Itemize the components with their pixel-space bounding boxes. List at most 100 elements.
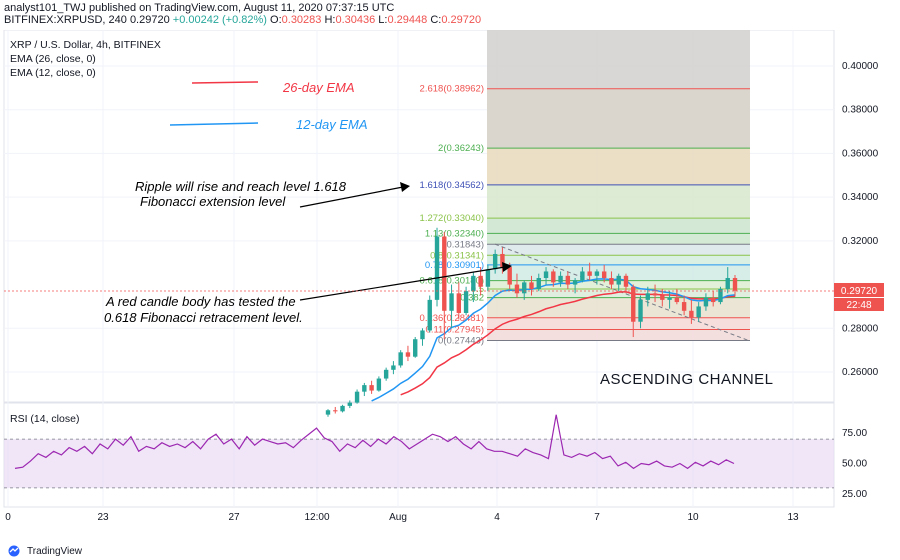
candle-body-26 — [514, 284, 520, 294]
rsi-indicator — [4, 414, 834, 489]
red-annotation-line1: A red candle body has tested the — [105, 294, 296, 309]
symbol-label: BITFINEX:XRPUSD, 240 — [4, 14, 127, 26]
tradingview-brand[interactable]: TradingView — [6, 545, 82, 557]
time-tick-8: 13 — [787, 512, 799, 523]
brand-name: TradingView — [27, 545, 83, 557]
candle-body-34 — [572, 280, 578, 285]
candle-body-48 — [674, 297, 680, 303]
candle-body-33 — [565, 275, 571, 285]
last-price: 0.29720 — [129, 14, 170, 26]
fib-label-9: 0.5 — [471, 284, 484, 295]
candle-body-28 — [529, 282, 534, 289]
red-arrow — [299, 266, 506, 301]
candle-body-27 — [522, 282, 527, 294]
fib-zone-9 — [487, 288, 750, 298]
time-tick-1: 23 — [97, 512, 109, 523]
candle-body-11 — [405, 352, 411, 357]
candle-body-22 — [485, 269, 491, 287]
fib-zone-0 — [487, 88, 750, 149]
candle-body-49 — [681, 302, 687, 311]
candle-body-10 — [398, 352, 403, 366]
candle-body-37 — [594, 271, 600, 276]
candle-body-16 — [442, 236, 447, 311]
candle-body-42 — [631, 286, 636, 322]
ema12-sample-line — [169, 122, 259, 126]
candle-body-4 — [354, 391, 360, 403]
price-tick-3: 0.34000 — [842, 192, 879, 203]
price-chart[interactable]: 2.618(0.38962) 2(0.36243) 1.618(0.34562) 1.… — [0, 30, 900, 530]
candle-body-7 — [376, 378, 382, 391]
chart-title: XRP / U.S. Dollar, 4h, BITFINEX — [10, 39, 161, 51]
candle-body-41 — [623, 275, 629, 287]
candle-body-43 — [638, 299, 643, 322]
fib-zone-6 — [487, 255, 750, 265]
rsi-legend: RSI (14, close) — [10, 413, 79, 425]
open-label: O: — [270, 14, 282, 26]
price-tick-5: 0.28000 — [842, 323, 879, 334]
rsi-tick-0: 75.00 — [842, 428, 867, 439]
time-tick-3: 12:00 — [304, 512, 329, 523]
candle-body-52 — [703, 297, 709, 307]
fib-label-4: 1.13(0.32340) — [425, 228, 484, 239]
candle-body-5 — [362, 385, 367, 392]
candle-body-19 — [463, 291, 469, 313]
candle-body-23 — [492, 253, 498, 270]
candle-body-47 — [667, 297, 672, 300]
candle-body-21 — [478, 275, 483, 287]
candle-body-30 — [543, 271, 549, 279]
candle-body-36 — [587, 271, 592, 276]
fib-zone-11 — [487, 317, 750, 330]
candle-body-50 — [689, 310, 694, 318]
candle-body-35 — [580, 271, 585, 281]
candle-body-0 — [325, 410, 331, 415]
ema26-legend: EMA (26, close, 0) — [10, 53, 96, 65]
fib-label-3: 1.272(0.33040) — [420, 213, 484, 224]
time-axis[interactable]: 0 23 27 12:00 Aug 4 7 10 13 — [5, 512, 799, 523]
tradingview-logo-icon — [8, 545, 20, 557]
fib-label-1: 2(0.36243) — [438, 143, 484, 154]
candle-body-39 — [609, 278, 614, 285]
rise-arrow-head — [400, 182, 410, 192]
publish-info: analyst101_TWJ published on TradingView.… — [4, 2, 395, 14]
ema26-sample-line — [191, 81, 259, 84]
current-price-badge: 0.29720 22:48 — [834, 283, 884, 311]
candle-body-8 — [383, 369, 389, 379]
rsi-band — [4, 439, 834, 488]
candle-body-38 — [601, 271, 607, 279]
price-axis[interactable]: 0.40000 0.38000 0.36000 0.34000 0.32000 0.280… — [842, 61, 879, 500]
fib-zone-4 — [487, 233, 750, 245]
fib-label-0: 2.618(0.38962) — [420, 84, 484, 95]
candle-timer-text: 22:48 — [846, 300, 871, 311]
rsi-tick-2: 25.00 — [842, 489, 867, 500]
candles — [325, 227, 738, 417]
rsi-line — [14, 414, 735, 470]
candle-body-9 — [391, 365, 396, 370]
candle-body-24 — [500, 253, 505, 268]
channel-label: ASCENDING CHANNEL — [600, 371, 774, 388]
fib-label-6: 0.8(0.31341) — [430, 250, 484, 261]
candle-body-1 — [333, 410, 338, 412]
candle-body-3 — [347, 402, 353, 406]
high-value: 0.30436 — [335, 14, 376, 26]
rise-annotation-line1: Ripple will rise and reach level 1.618 — [135, 179, 347, 194]
fib-zone-3 — [487, 218, 750, 234]
low-label: L: — [378, 14, 388, 26]
candle-body-53 — [710, 297, 716, 303]
ema26-annotation: 26-day EMA — [282, 80, 355, 95]
time-tick-7: 10 — [687, 512, 699, 523]
time-tick-2: 27 — [228, 512, 240, 523]
price-tick-0: 0.40000 — [842, 61, 879, 72]
fib-zone-5 — [487, 244, 750, 256]
close-label: C: — [430, 14, 442, 26]
price-tick-6: 0.26000 — [842, 367, 879, 378]
candle-body-13 — [420, 330, 425, 340]
red-arrow-head — [502, 262, 512, 272]
price-tick-2: 0.36000 — [842, 148, 879, 159]
candle-body-32 — [558, 275, 563, 283]
candle-body-14 — [427, 299, 432, 331]
candle-body-31 — [551, 271, 556, 283]
high-label: H: — [324, 14, 336, 26]
fib-label-10: 0.382 — [460, 293, 484, 304]
ohlc-header: BITFINEX:XRPUSD, 240 0.29720 +0.00242 (+… — [4, 14, 481, 26]
open-value: 0.30283 — [281, 14, 322, 26]
